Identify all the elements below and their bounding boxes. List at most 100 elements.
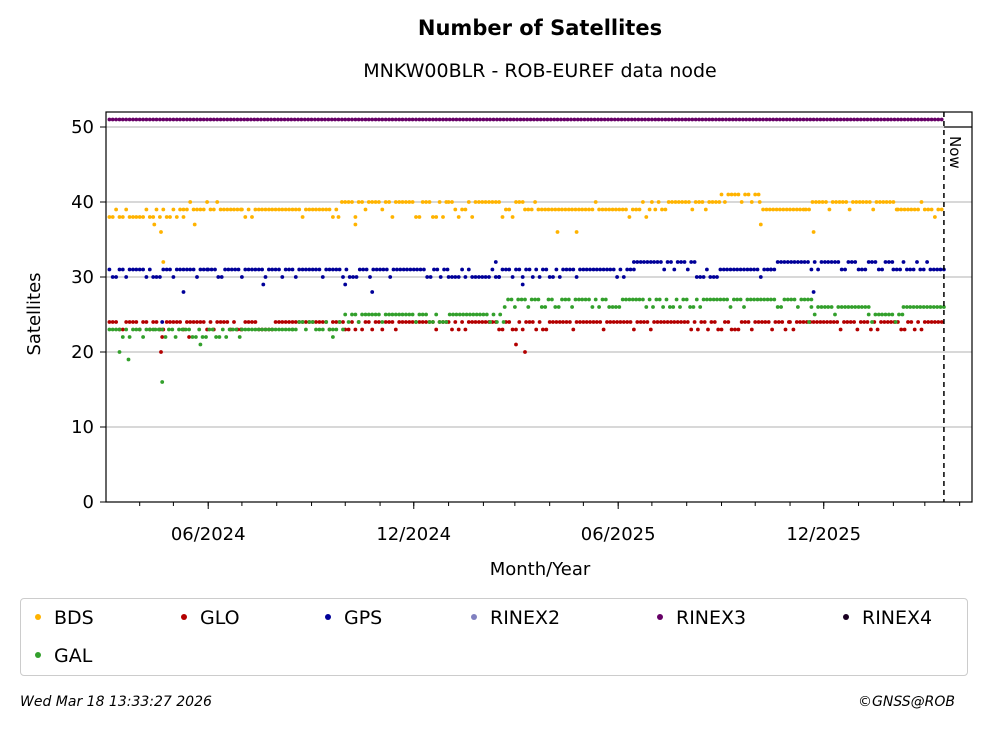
point-gps-outlier: [370, 290, 375, 294]
point-rinex3: [808, 117, 813, 122]
point-bds: [437, 200, 442, 204]
point-gal: [393, 312, 398, 317]
point-gps: [287, 267, 291, 272]
point-gal: [893, 320, 898, 324]
point-gps: [188, 267, 193, 272]
point-bds: [390, 215, 395, 219]
point-gps: [698, 275, 703, 279]
point-glo: [655, 320, 660, 324]
point-gps: [541, 267, 545, 272]
point-rinex3: [420, 117, 425, 122]
point-glo: [756, 320, 761, 324]
point-bds: [256, 207, 261, 212]
point-gal: [573, 297, 578, 302]
point-glo: [749, 327, 754, 332]
point-rinex3: [313, 117, 317, 122]
point-bds: [414, 215, 418, 219]
point-glo: [729, 327, 734, 332]
point-rinex3: [158, 117, 162, 122]
point-bds: [185, 207, 189, 212]
point-glo: [858, 320, 863, 324]
point-gps: [151, 275, 156, 279]
point-bds: [297, 207, 302, 212]
point-bds: [814, 200, 818, 204]
point-glo: [675, 320, 680, 324]
point-rinex3: [292, 117, 297, 122]
point-rinex3: [437, 117, 442, 122]
point-bds: [410, 200, 415, 204]
point-gps: [357, 267, 362, 272]
point-gps: [571, 267, 576, 272]
point-gal: [400, 312, 405, 317]
point-gal: [327, 327, 332, 332]
point-glo: [605, 320, 609, 324]
legend-marker-rinex3: [657, 613, 663, 620]
point-gps: [802, 260, 807, 264]
point-glo: [588, 320, 592, 324]
point-bds: [188, 200, 193, 204]
point-rinex3: [326, 117, 331, 122]
point-gal: [570, 305, 574, 309]
point-glo: [672, 320, 677, 324]
point-bds: [644, 215, 649, 219]
point-bds: [181, 207, 186, 212]
point-bds: [191, 207, 196, 212]
legend-marker-rinex2: [471, 613, 477, 620]
point-rinex3: [518, 117, 523, 122]
point-glo: [706, 327, 710, 332]
point-glo: [198, 320, 203, 324]
point-rinex3: [286, 117, 290, 122]
point-gal: [900, 312, 905, 317]
point-gal: [390, 312, 395, 317]
point-gps: [267, 267, 271, 272]
point-glo: [473, 320, 478, 324]
point-bds: [580, 207, 585, 212]
point-gal: [775, 305, 780, 309]
point-gal: [870, 320, 874, 324]
point-bds: [583, 207, 588, 212]
point-glo: [366, 320, 371, 324]
point-glo: [642, 320, 646, 324]
point-gps: [732, 267, 736, 272]
legend-item-bds: BDS: [21, 607, 94, 629]
point-rinex3: [831, 117, 836, 122]
point-gps: [337, 267, 342, 272]
point-rinex3: [757, 117, 762, 122]
point-gps: [860, 267, 864, 272]
point-glo: [621, 320, 626, 324]
point-rinex3: [249, 117, 253, 122]
point-glo: [763, 320, 768, 324]
point-bds-outlier: [161, 260, 166, 264]
point-bds: [441, 215, 445, 219]
point-glo: [625, 320, 630, 324]
point-glo: [164, 320, 169, 324]
point-rinex3: [909, 117, 914, 122]
y-tick-label-10: 10: [71, 417, 94, 438]
point-bds: [331, 215, 335, 219]
point-gal: [566, 297, 571, 302]
point-glo: [865, 320, 870, 324]
point-gal: [414, 320, 418, 324]
point-gal: [495, 320, 499, 324]
point-bds: [373, 200, 378, 204]
point-rinex3: [373, 117, 378, 122]
point-glo: [855, 327, 860, 332]
point-gps: [277, 267, 281, 272]
point-gal: [153, 327, 158, 332]
point-glo: [537, 320, 542, 324]
point-gal: [491, 312, 496, 317]
point-gps: [127, 267, 132, 272]
point-gps: [873, 260, 878, 264]
point-gps: [588, 267, 592, 272]
point-gps: [880, 267, 884, 272]
point-bds: [641, 200, 645, 204]
point-gps: [514, 267, 518, 272]
point-bds: [400, 200, 405, 204]
point-glo: [377, 320, 381, 324]
point-gps: [324, 267, 329, 272]
point-bds: [533, 200, 537, 204]
point-bds: [370, 200, 375, 204]
point-gps: [901, 260, 906, 264]
point-gps: [164, 267, 169, 272]
point-gal: [227, 327, 232, 332]
